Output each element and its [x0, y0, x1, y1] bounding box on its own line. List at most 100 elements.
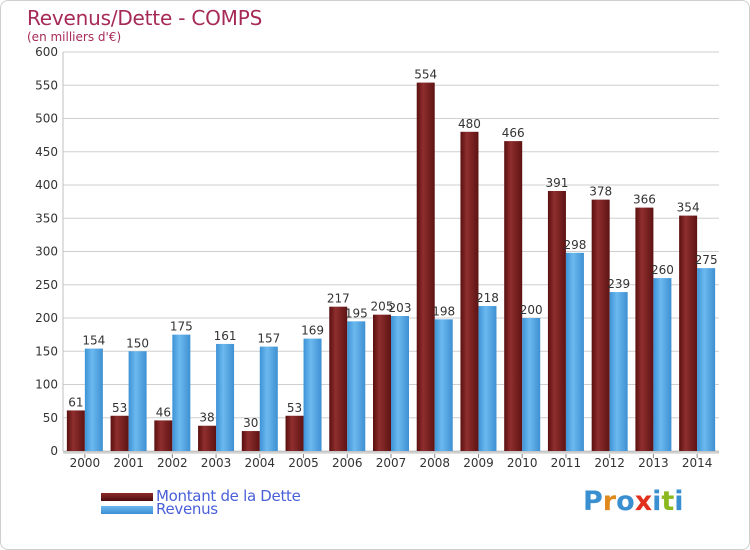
bar-revenus: [522, 318, 541, 451]
bar-debt: [504, 141, 523, 452]
bar-debt: [110, 415, 129, 451]
x-tick-label: 2007: [376, 456, 407, 470]
x-tick-label: 2012: [594, 456, 625, 470]
bar-revenus: [84, 348, 103, 451]
proxiti-logo: Proxiti: [583, 486, 684, 517]
x-tick-label: 2014: [682, 456, 713, 470]
bar-revenus: [347, 321, 366, 451]
bar-revenus: [609, 292, 628, 451]
data-label-revenus: 161: [214, 329, 237, 343]
data-label-debt: 205: [371, 300, 394, 314]
x-tick-label: 2002: [157, 456, 188, 470]
x-tick-label: 2006: [332, 456, 363, 470]
x-tick-label: 2008: [419, 456, 450, 470]
legend-label-revenus: Revenus: [156, 500, 218, 518]
chart-title: Revenus/Dette - COMPS: [27, 6, 263, 30]
data-label-debt: 217: [327, 292, 350, 306]
data-label-debt: 480: [458, 117, 481, 131]
chart-subtitle: (en milliers d'€): [27, 30, 122, 44]
x-tick-label: 2003: [201, 456, 232, 470]
bar-revenus: [565, 252, 584, 451]
bar-revenus: [172, 334, 191, 451]
bar-revenus: [391, 316, 409, 451]
logo-letter: i: [674, 486, 684, 517]
bar-debt: [591, 199, 610, 451]
data-label-revenus: 169: [301, 324, 324, 338]
y-tick-label: 150: [35, 344, 58, 358]
bar-debt: [635, 207, 654, 451]
data-label-debt: 53: [287, 401, 302, 415]
legend-swatch-revenus: [101, 506, 153, 514]
bar-debt: [416, 82, 435, 451]
bar-revenus: [697, 268, 716, 451]
data-label-revenus: 150: [126, 336, 149, 350]
data-label-revenus: 298: [563, 238, 586, 252]
bar-debt: [154, 420, 173, 451]
y-tick-label: 350: [35, 211, 58, 225]
data-label-revenus: 157: [257, 332, 280, 346]
data-label-revenus: 275: [695, 253, 718, 267]
data-label-debt: 354: [677, 201, 700, 215]
data-label-revenus: 175: [170, 320, 193, 334]
x-tick-label: 2013: [638, 456, 669, 470]
data-label-debt: 53: [112, 401, 127, 415]
y-tick-label: 0: [50, 444, 58, 458]
y-tick-label: 100: [35, 378, 58, 392]
y-tick-label: 500: [35, 112, 58, 126]
x-tick-label: 2011: [551, 456, 582, 470]
data-label-revenus: 260: [651, 263, 674, 277]
logo-letter: P: [583, 486, 603, 517]
legend-swatch-debt: [101, 493, 153, 501]
bar-debt: [460, 131, 479, 452]
x-tick-label: 2004: [245, 456, 276, 470]
y-tick-label: 600: [35, 45, 58, 59]
y-tick-label: 400: [35, 178, 58, 192]
x-tick-label: 2005: [288, 456, 319, 470]
y-tick-label: 250: [35, 278, 58, 292]
bar-revenus: [653, 278, 672, 451]
y-tick-label: 550: [35, 78, 58, 92]
bar-revenus: [259, 346, 278, 451]
data-label-revenus: 200: [520, 303, 543, 317]
data-label-revenus: 203: [389, 301, 412, 315]
x-axis-floor: [63, 451, 719, 454]
data-label-revenus: 218: [476, 291, 499, 305]
bar-debt: [241, 431, 260, 451]
data-label-revenus: 154: [82, 334, 105, 348]
data-label-revenus: 239: [607, 277, 630, 291]
bar-debt: [198, 425, 217, 451]
data-label-debt: 46: [156, 405, 171, 419]
x-tick-label: 2001: [113, 456, 144, 470]
bar-revenus: [434, 319, 453, 451]
data-label-revenus: 195: [345, 306, 368, 320]
x-tick-label: 2009: [463, 456, 494, 470]
bar-revenus: [216, 343, 235, 451]
logo-letter: x: [634, 486, 653, 517]
bar-debt: [547, 190, 566, 452]
bar-debt: [329, 306, 348, 451]
bar-debt: [285, 415, 304, 451]
y-tick-label: 450: [35, 145, 58, 159]
legend-label-debt: Montant de la Dette: [156, 487, 301, 505]
data-label-debt: 466: [502, 126, 525, 140]
bar-debt: [66, 410, 85, 451]
x-tick-label: 2010: [507, 456, 538, 470]
bar-debt: [373, 314, 391, 451]
data-label-debt: 61: [68, 395, 83, 409]
bar-debt: [679, 215, 698, 451]
data-label-debt: 30: [243, 416, 258, 430]
logo-letter: r: [602, 486, 617, 517]
data-label-debt: 38: [199, 411, 214, 425]
logo-letter: t: [661, 486, 675, 517]
data-label-debt: 391: [545, 176, 568, 190]
data-label-revenus: 198: [432, 304, 455, 318]
bar-revenus: [478, 306, 497, 451]
y-tick-label: 50: [43, 411, 58, 425]
x-tick-label: 2000: [70, 456, 101, 470]
data-label-debt: 366: [633, 193, 656, 207]
bar-revenus: [303, 338, 322, 451]
data-label-debt: 378: [589, 185, 612, 199]
y-tick-label: 200: [35, 311, 58, 325]
